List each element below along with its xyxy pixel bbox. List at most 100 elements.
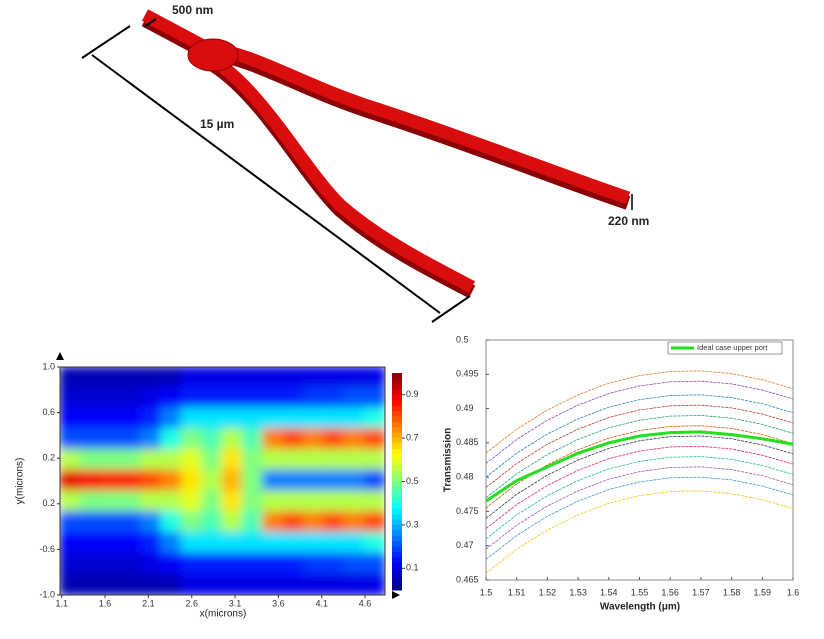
colorbar-band [392, 416, 402, 423]
heat-cell [160, 552, 183, 576]
colorbar-band [392, 400, 402, 407]
heat-cell [201, 573, 224, 595]
colorbar-band [392, 459, 402, 466]
heatmap-cells [60, 367, 385, 595]
heat-cell [241, 490, 265, 514]
heat-cell [180, 511, 204, 534]
heat-cell [79, 448, 102, 472]
heat-cell [262, 428, 285, 451]
colorbar-band [392, 508, 402, 515]
heat-cell [323, 367, 346, 389]
colorbar-band [392, 383, 402, 390]
heat-cell [241, 552, 265, 576]
heat-cell [119, 469, 143, 493]
colorbar-band [392, 541, 402, 548]
series-line [485, 370, 794, 454]
colorbar-band [392, 378, 402, 385]
heat-cell [302, 428, 326, 451]
heat-cell [262, 469, 285, 493]
colorbar-band [392, 535, 402, 542]
heat-cell [302, 367, 326, 389]
length-label: 15 µm [200, 117, 234, 131]
heat-cell [99, 490, 122, 514]
legend-label: Ideal case upper port [697, 343, 768, 352]
heat-cell [221, 428, 244, 451]
heat-cell [60, 386, 82, 410]
heat-cell [60, 490, 82, 514]
heat-cell [140, 469, 163, 493]
x-tick-label: 1.1 [55, 598, 68, 608]
y-tick-label: 0.475 [456, 506, 479, 516]
heat-cell [343, 386, 366, 410]
heat-cell [119, 552, 143, 576]
heat-cell [79, 531, 102, 555]
heat-cell [343, 448, 366, 472]
heat-cell [79, 469, 102, 493]
heat-cell [282, 469, 305, 493]
x-tick-label: 1.52 [539, 587, 557, 597]
heat-cell [241, 367, 265, 389]
heat-cell [343, 511, 366, 534]
heat-cell [241, 448, 265, 472]
series-line [485, 435, 794, 519]
heat-cell [60, 552, 82, 576]
series-line [485, 490, 794, 574]
heat-cell [241, 511, 265, 534]
y-axis-label: Transmission [443, 428, 454, 492]
heat-cell [79, 511, 102, 534]
colorbar-band [392, 448, 402, 455]
heat-cell [343, 469, 366, 493]
heat-cell [160, 386, 183, 410]
colorbar-band [392, 573, 402, 580]
heat-cell [79, 428, 102, 451]
heat-cell [221, 407, 244, 431]
heat-cell [323, 552, 346, 576]
heat-cell [343, 428, 366, 451]
colorbar-band [392, 465, 402, 472]
heat-cell [99, 552, 122, 576]
heat-cell [119, 386, 143, 410]
heat-cell [180, 448, 204, 472]
heat-cell [201, 552, 224, 576]
heat-cell [201, 407, 224, 431]
colorbar-band [392, 410, 402, 417]
colorbar-band [392, 486, 402, 493]
heat-cell [160, 407, 183, 431]
x-tick-label: 4.6 [359, 598, 372, 608]
series-line [485, 380, 794, 464]
colorbar-band [392, 405, 402, 412]
heat-cell [262, 407, 285, 431]
heat-cell [343, 531, 366, 555]
x-tick-label: 1.53 [569, 587, 587, 597]
colorbar-band [392, 432, 402, 439]
colorbar-band [392, 503, 402, 510]
heat-cell [99, 386, 122, 410]
colorbar-band [392, 546, 402, 553]
heat-cell [201, 448, 224, 472]
heat-cell [119, 448, 143, 472]
y-axis-label: y(microns) [15, 458, 26, 505]
heat-cell [201, 490, 224, 514]
y-tick-label: 0.49 [456, 403, 474, 413]
heat-cell [302, 511, 326, 534]
heat-cell [262, 531, 285, 555]
heat-cell [363, 448, 385, 472]
colorbar-band [392, 443, 402, 450]
x-axis-label: x(microns) [200, 609, 247, 620]
heat-cell [221, 531, 244, 555]
heat-cell [140, 448, 163, 472]
x-tick-label: 1.5 [480, 587, 493, 597]
heat-cell [221, 552, 244, 576]
heat-cell [343, 407, 366, 431]
y-tick-label: -0.6 [39, 544, 55, 554]
colorbar-band [392, 421, 402, 428]
heat-cell [282, 386, 305, 410]
heat-cell [363, 428, 385, 451]
colorbar-tick-label: 0.3 [406, 519, 419, 529]
dimensions [81, 18, 633, 323]
x-tick-label: 1.51 [508, 587, 526, 597]
heat-cell [160, 367, 183, 389]
heat-cell [241, 428, 265, 451]
heat-cell [302, 407, 326, 431]
colorbar-band [392, 481, 402, 488]
